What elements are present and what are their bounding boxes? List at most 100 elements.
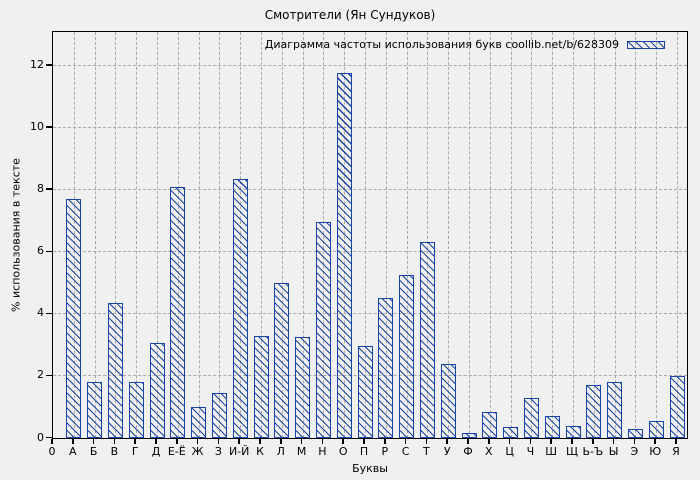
bar-Э (627, 428, 643, 438)
v-gridline (261, 32, 262, 438)
x-tick-label: З (214, 445, 222, 458)
bar-П (357, 346, 373, 438)
y-tick-label: 10 (30, 120, 44, 134)
v-gridline (677, 32, 678, 438)
x-tick-mark (446, 439, 448, 444)
y-tick-mark (46, 188, 52, 190)
v-gridline (385, 32, 387, 438)
x-tick-label: Г (131, 445, 139, 458)
bar-Т (419, 242, 435, 438)
x-tick-mark (508, 439, 511, 444)
v-gridline (510, 32, 512, 438)
x-tick-mark (196, 439, 199, 444)
v-gridline (94, 32, 96, 438)
v-gridline (635, 32, 637, 438)
x-tick-label: Ж (191, 445, 204, 458)
x-tick-mark (550, 439, 552, 444)
x-tick-label: 0 (48, 445, 56, 458)
x-tick-mark (363, 439, 365, 444)
v-gridline (219, 32, 221, 438)
y-tick-mark (46, 126, 52, 128)
bar-Ш (544, 416, 560, 438)
x-tick-label: Ь-Ъ (582, 445, 604, 458)
x-tick-label: С (401, 445, 410, 458)
v-gridline (656, 32, 658, 438)
v-gridline (302, 32, 304, 438)
x-tick-mark (72, 439, 74, 444)
bar-Х (482, 411, 498, 438)
x-tick-label: Э (630, 445, 639, 458)
x-tick-label: Д (151, 445, 161, 458)
legend-swatch (627, 40, 665, 49)
v-gridline (593, 32, 595, 438)
x-tick-mark (342, 439, 344, 444)
y-axis-label: % использования в тексте (9, 158, 23, 312)
bar-Г (128, 382, 144, 438)
bar-И-Й (232, 178, 248, 438)
x-tick-mark (529, 439, 532, 444)
v-gridline (448, 32, 450, 438)
x-tick-mark (425, 439, 428, 444)
x-tick-mark (321, 439, 324, 444)
v-gridline (614, 32, 616, 438)
y-tick-mark (46, 436, 52, 439)
v-gridline (157, 32, 158, 438)
x-tick-label: Ю (649, 445, 662, 458)
x-tick-label: Л (276, 445, 285, 458)
x-tick-mark (176, 439, 178, 444)
x-tick-label: Р (381, 445, 389, 458)
bar-Р (378, 298, 394, 438)
bar-Д (149, 343, 165, 438)
x-tick-label: Щ (565, 445, 579, 458)
bar-Б (87, 382, 103, 438)
v-gridline (281, 32, 283, 438)
bar-Ь-Ъ (586, 385, 602, 438)
plot-area: Диаграмма частоты использования букв coo… (52, 31, 688, 439)
bar-А (66, 199, 82, 438)
y-tick-mark (46, 64, 52, 66)
x-tick-label: Н (318, 445, 327, 458)
x-tick-label: Я (672, 445, 680, 458)
x-tick-mark (155, 439, 157, 444)
x-tick-label: Е-Ё (167, 445, 186, 458)
x-tick-mark (300, 439, 303, 444)
x-tick-label: П (359, 445, 369, 458)
x-tick-label: Ц (505, 445, 514, 458)
x-tick-mark (467, 439, 469, 444)
x-tick-mark (654, 439, 656, 444)
x-tick-mark (280, 439, 282, 444)
x-tick-label: Ы (608, 445, 619, 458)
bar-О (336, 73, 352, 438)
h-gridline (53, 126, 687, 128)
v-gridline (531, 32, 533, 438)
x-tick-mark (633, 439, 636, 444)
y-tick-mark (46, 312, 52, 315)
bar-М (295, 337, 311, 438)
x-tick-mark (404, 439, 407, 444)
bar-Л (274, 282, 290, 438)
bar-В (107, 303, 123, 438)
bar-Ж (191, 406, 207, 438)
v-gridline (573, 32, 574, 438)
bar-Ы (607, 382, 623, 438)
x-tick-mark (92, 439, 95, 444)
x-tick-mark (592, 439, 594, 444)
chart-title: Смотрители (Ян Сундуков) (264, 8, 436, 22)
x-tick-mark (259, 439, 261, 444)
bar-З (211, 393, 227, 438)
x-tick-label: У (443, 445, 451, 458)
x-tick-mark (217, 439, 220, 444)
x-tick-label: Б (89, 445, 98, 458)
v-gridline (406, 32, 408, 438)
x-axis-label: Буквы (352, 462, 388, 475)
bar-Я (669, 375, 685, 438)
x-tick-mark (51, 439, 53, 444)
bar-Ч (523, 397, 539, 438)
bar-Щ (565, 425, 581, 438)
v-gridline (365, 32, 366, 438)
bar-Е-Ё (170, 186, 186, 438)
v-gridline (136, 32, 138, 438)
x-tick-label: Т (423, 445, 430, 458)
legend: Диаграмма частоты использования букв coo… (265, 38, 665, 51)
